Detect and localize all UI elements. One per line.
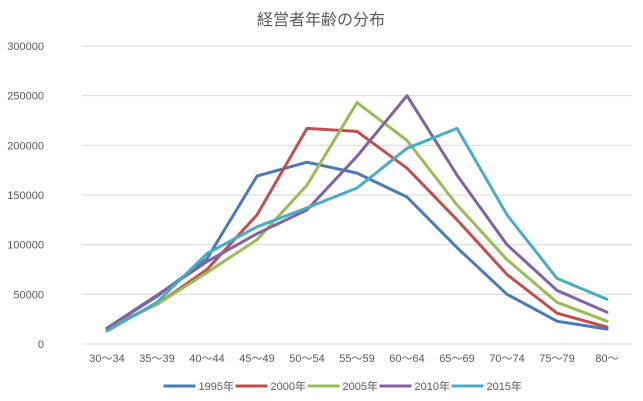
legend-label: 2005年 <box>343 379 378 393</box>
x-tick-label: 35～39 <box>139 353 174 365</box>
legend-item-1: 2000年 <box>235 379 306 393</box>
legend-item-2: 2005年 <box>307 379 378 393</box>
y-tick-label: 150000 <box>7 190 44 202</box>
legend-label: 2000年 <box>271 379 306 393</box>
y-tick-label: 250000 <box>7 91 44 103</box>
legend-label: 1995年 <box>199 379 234 393</box>
series-line-1 <box>105 126 609 330</box>
x-tick-label: 45～49 <box>239 353 274 365</box>
x-tick-label: 60～64 <box>389 353 424 365</box>
y-tick-label: 0 <box>38 339 44 351</box>
series-line-4 <box>105 126 609 333</box>
legend: 1995年 2000年 2005年 2010年 2015年 <box>163 379 522 393</box>
legend-label: 2015年 <box>487 379 522 393</box>
x-tick-label: 50～54 <box>289 353 324 365</box>
x-tick-label: 80～ <box>595 353 618 365</box>
x-tick-label: 75～79 <box>539 353 574 365</box>
legend-item-0: 1995年 <box>163 379 234 393</box>
x-tick-label: 55～59 <box>339 353 374 365</box>
y-tick-label: 200000 <box>7 140 44 152</box>
y-tick-label: 100000 <box>7 240 44 252</box>
chart-title: 経営者年齢の分布 <box>257 10 385 29</box>
x-tick-label: 65～69 <box>439 353 474 365</box>
x-tick-label: 40～44 <box>189 353 224 365</box>
y-tick-label: 50000 <box>13 289 44 301</box>
series-line-2 <box>105 101 609 331</box>
y-tick-label: 300000 <box>7 41 44 53</box>
series-lines <box>105 94 609 333</box>
x-tick-label: 70～74 <box>489 353 524 365</box>
series-line-3 <box>105 94 609 330</box>
x-axis-ticks: 30～34 35～39 40～44 45～49 50～54 55～59 60～64 65～69… <box>89 353 618 365</box>
y-axis-ticks: 0 50000 100000 150000 200000 250000 300000 <box>7 41 44 351</box>
legend-item-4: 2015年 <box>451 379 522 393</box>
x-tick-label: 30～34 <box>89 353 124 365</box>
legend-item-3: 2010年 <box>379 379 450 393</box>
legend-label: 2010年 <box>415 379 450 393</box>
